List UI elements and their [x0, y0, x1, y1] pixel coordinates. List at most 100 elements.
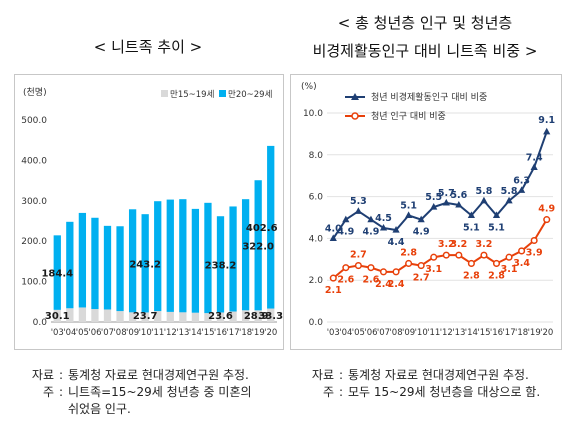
x-tick-label: '11	[151, 328, 164, 338]
legend-label: 만20~29세	[228, 90, 272, 100]
x-tick-label: '16	[214, 328, 227, 338]
bar-segment	[216, 216, 225, 313]
legend-swatch	[161, 90, 168, 97]
data-label: 402.6	[246, 223, 278, 234]
x-tick-label: '03	[327, 328, 340, 338]
bar-segment	[254, 310, 262, 322]
bar-segment	[229, 206, 237, 312]
x-tick-label: '14	[465, 328, 478, 338]
data-label: 5.1	[400, 200, 417, 211]
bar-segment	[128, 209, 137, 313]
bar-segment	[241, 199, 250, 311]
bar-segment	[191, 312, 200, 322]
x-tick-label: '12	[440, 328, 453, 338]
y-tick-label: 2.0	[309, 276, 324, 286]
bar-segment	[141, 214, 149, 313]
data-label: 3.1	[501, 264, 518, 275]
note-text: 니트족=15~29세 청년층 중 미혼의	[68, 385, 252, 399]
data-point	[455, 200, 463, 208]
data-point	[379, 223, 388, 231]
data-point	[518, 247, 526, 255]
bar-segment	[103, 309, 112, 322]
data-label: 5.5	[425, 192, 442, 203]
data-label: 5.1	[463, 222, 480, 233]
x-tick-label: '20	[264, 328, 277, 338]
data-point	[367, 264, 375, 272]
x-tick-label: '15	[201, 328, 214, 338]
x-tick-label: '08	[113, 328, 126, 338]
bar-segment	[91, 217, 99, 310]
bar-segment	[78, 307, 87, 322]
note-label: 주	[322, 385, 334, 399]
data-point	[405, 211, 413, 219]
data-label: 30.1	[45, 311, 70, 322]
data-label: 4.9	[538, 204, 555, 215]
data-label: 2.7	[413, 273, 430, 284]
data-label: 23.6	[208, 311, 233, 322]
data-label: 3.4	[513, 258, 530, 269]
bar-segment	[267, 145, 275, 309]
data-point	[442, 198, 450, 206]
data-point	[329, 274, 337, 282]
y-tick-label: 8.0	[309, 151, 324, 161]
bar-segment	[254, 180, 262, 311]
note-text: 쉬었음 인구.	[68, 402, 131, 416]
bar-segment	[66, 308, 74, 322]
left-chart-title: < 니트족 추이 >	[93, 38, 203, 56]
nit-trend-bar-chart: 0.0 100.0 200.0 300.0 400.0 500.0 (천명) 만15~19세 만…	[21, 87, 283, 338]
bar-segment	[141, 312, 149, 322]
legend-label: 청년 인구 대비 비중	[371, 111, 446, 122]
data-point	[505, 253, 513, 261]
x-tick-label: '04	[63, 328, 76, 338]
data-point	[530, 236, 538, 245]
bar-segment	[241, 310, 250, 322]
x-tick-label: '12	[164, 328, 177, 338]
data-point	[480, 196, 488, 204]
bar-segment	[229, 311, 237, 322]
data-point	[417, 215, 425, 223]
x-tick-label: '19	[252, 328, 265, 338]
bar-segment	[78, 212, 87, 308]
data-label: 243.2	[129, 259, 161, 270]
bar-segment	[53, 235, 61, 310]
data-label: 2.8	[400, 247, 417, 258]
legend-swatch	[219, 90, 226, 97]
data-point	[430, 253, 438, 261]
bar-segment	[116, 311, 124, 322]
y-tick-label: 200.0	[21, 237, 47, 247]
bar-segment	[179, 312, 187, 322]
bar-segment	[116, 226, 124, 312]
y-tick-label: 4.0	[309, 234, 324, 244]
data-label: 322.0	[242, 241, 274, 252]
data-point	[543, 216, 551, 224]
data-point	[342, 264, 350, 272]
data-point	[354, 207, 362, 214]
right-chart-title-line1: < 총 청년층 인구 및 청년층	[337, 14, 513, 32]
bar-segment	[267, 308, 275, 322]
right-note-remark: 주: 모두 15~29세 청년층을 대상으로 함.	[288, 385, 540, 400]
data-label: 4.5	[375, 213, 392, 224]
x-tick-label: '18	[515, 328, 528, 338]
data-label: 5.6	[450, 190, 467, 201]
data-point	[442, 251, 450, 259]
data-label: 2.6	[337, 275, 354, 286]
x-tick-label: '19	[528, 328, 541, 338]
data-point	[354, 262, 362, 270]
data-point	[367, 215, 375, 223]
x-tick-label: '03	[51, 328, 64, 338]
bar-segment	[154, 201, 162, 312]
right-chart-panel: 0.0 2.0 4.0 6.0 8.0 10.0 (%) '03'04'05'06'07'08…	[290, 74, 562, 350]
bar-segment	[191, 208, 200, 313]
note-text: 모두 15~29세 청년층을 대상으로 함.	[348, 385, 541, 399]
data-point	[342, 215, 350, 223]
data-label: 2.1	[325, 285, 342, 296]
bar-segment	[66, 221, 74, 309]
data-label: 3.9	[526, 247, 543, 258]
data-label: 3.2	[438, 239, 455, 250]
data-point	[518, 186, 526, 193]
data-label: 7.4	[526, 152, 543, 163]
data-point	[467, 211, 475, 219]
data-point	[480, 251, 488, 259]
bar-segment	[204, 313, 212, 322]
y-tick-label: 400.0	[21, 156, 47, 166]
